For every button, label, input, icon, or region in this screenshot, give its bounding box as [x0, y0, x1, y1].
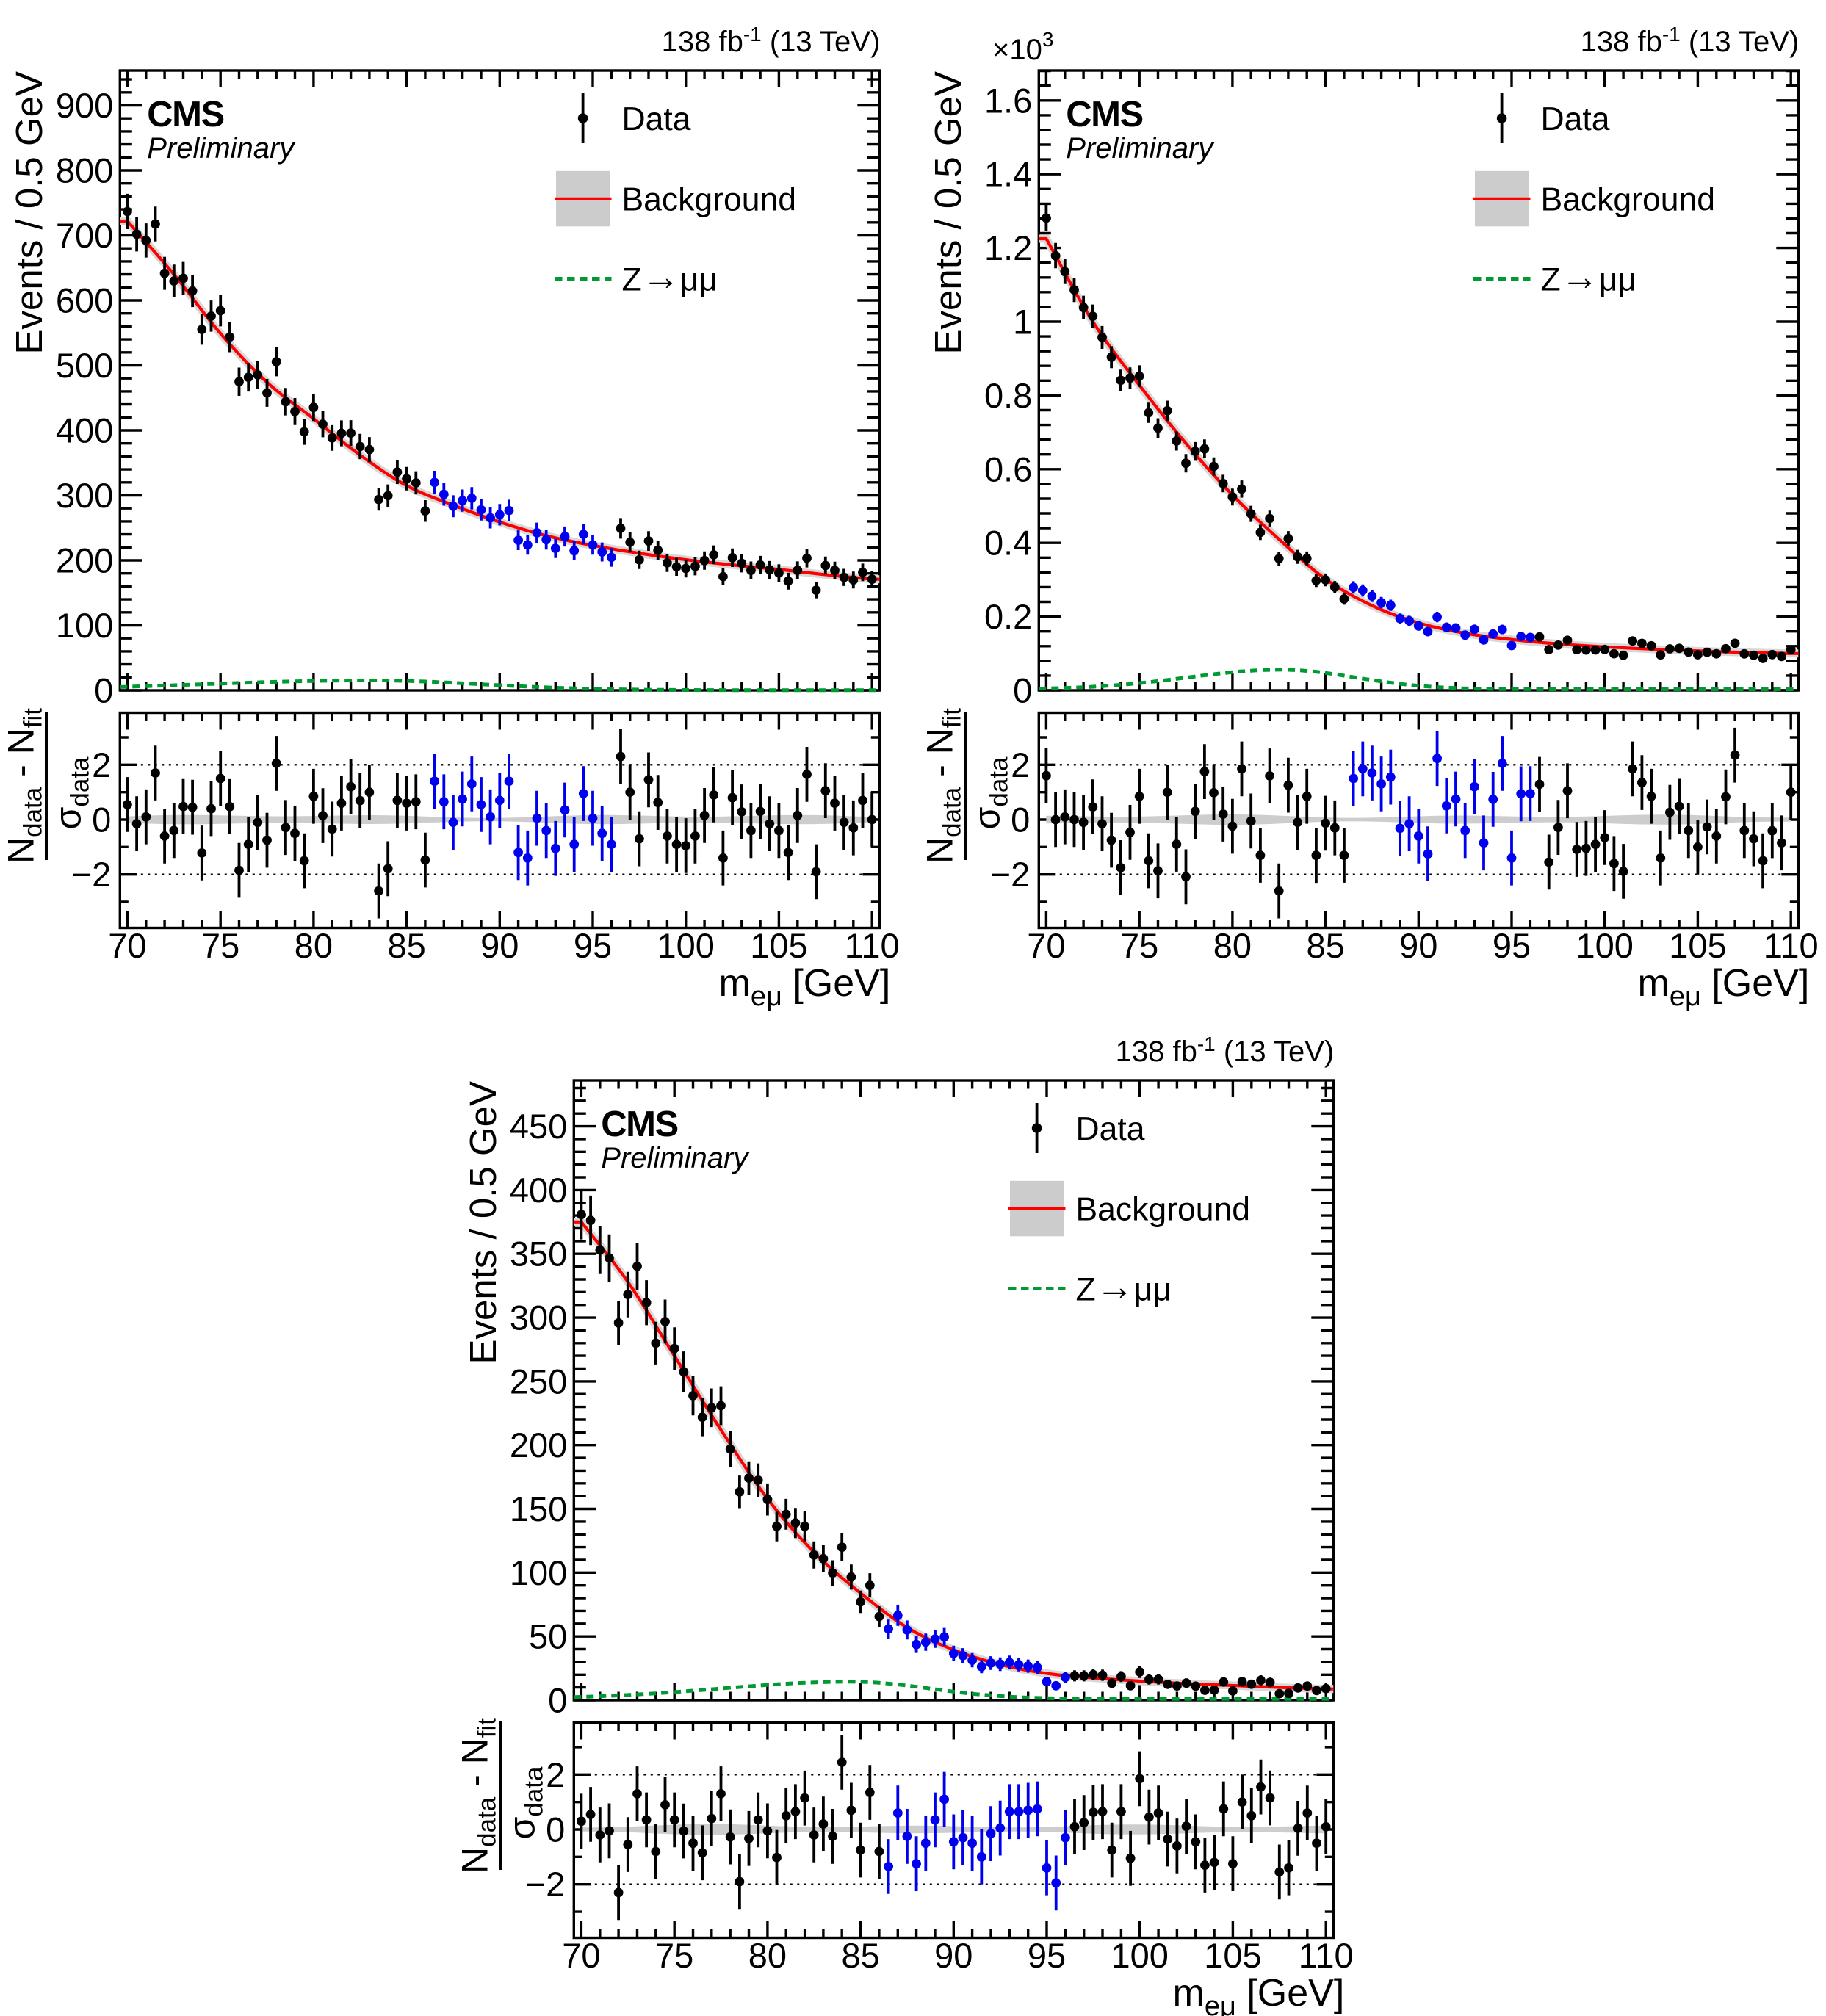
svg-text:70: 70 — [562, 1936, 600, 1975]
svg-text:90: 90 — [934, 1936, 972, 1975]
svg-text:95: 95 — [1493, 926, 1531, 965]
svg-text:100: 100 — [1111, 1936, 1168, 1975]
svg-text:Events / 0.5 GeV: Events / 0.5 GeV — [8, 71, 50, 355]
svg-text:0: 0 — [1013, 671, 1032, 710]
svg-text:800: 800 — [56, 151, 113, 190]
svg-text:Data: Data — [1076, 1111, 1145, 1147]
svg-text:0.2: 0.2 — [984, 597, 1032, 636]
svg-text:75: 75 — [655, 1936, 693, 1975]
svg-text:0: 0 — [94, 671, 113, 710]
svg-text:−2: −2 — [526, 1865, 566, 1904]
svg-text:75: 75 — [201, 926, 239, 965]
svg-text:85: 85 — [387, 926, 425, 965]
svg-text:100: 100 — [657, 926, 714, 965]
svg-text:75: 75 — [1120, 926, 1158, 965]
svg-text:110: 110 — [1299, 1936, 1354, 1975]
svg-text:0.4: 0.4 — [984, 524, 1032, 563]
svg-text:Events / 0.5 GeV: Events / 0.5 GeV — [927, 71, 969, 355]
svg-text:Z→μμ: Z→μμ — [1076, 1266, 1172, 1309]
svg-text:meμ [GeV]: meμ [GeV] — [719, 962, 891, 1012]
svg-text:CMS: CMS — [601, 1105, 677, 1144]
svg-text:900: 900 — [56, 86, 113, 125]
svg-text:600: 600 — [56, 281, 113, 320]
svg-text:138 fb-1 (13 TeV): 138 fb-1 (13 TeV) — [1581, 23, 1800, 58]
svg-text:110: 110 — [1764, 926, 1819, 965]
svg-text:100: 100 — [56, 606, 113, 645]
svg-text:Background: Background — [622, 182, 797, 218]
svg-text:300: 300 — [510, 1298, 567, 1337]
svg-text:80: 80 — [748, 1936, 787, 1975]
svg-text:Z→μμ: Z→μμ — [1541, 256, 1636, 299]
svg-text:Z→μμ: Z→μμ — [622, 256, 718, 299]
svg-text:1: 1 — [1013, 303, 1032, 342]
svg-text:0.6: 0.6 — [984, 449, 1032, 488]
svg-text:Ndata - Nfit: Ndata - Nfit — [920, 708, 967, 864]
svg-text:70: 70 — [1027, 926, 1065, 965]
svg-text:Preliminary: Preliminary — [1066, 132, 1215, 165]
svg-text:138 fb-1 (13 TeV): 138 fb-1 (13 TeV) — [662, 23, 881, 58]
svg-text:105: 105 — [750, 926, 807, 965]
svg-text:400: 400 — [56, 411, 113, 450]
svg-text:105: 105 — [1204, 1936, 1261, 1975]
svg-text:700: 700 — [56, 216, 113, 255]
svg-text:meμ [GeV]: meμ [GeV] — [1173, 1972, 1345, 2016]
svg-text:95: 95 — [1028, 1936, 1066, 1975]
svg-text:CMS: CMS — [1066, 95, 1142, 134]
svg-text:Background: Background — [1541, 182, 1716, 218]
svg-text:Preliminary: Preliminary — [601, 1142, 750, 1174]
svg-text:80: 80 — [1213, 926, 1252, 965]
svg-text:90: 90 — [480, 926, 519, 965]
svg-text:85: 85 — [1306, 926, 1344, 965]
svg-text:80: 80 — [295, 926, 333, 965]
svg-text:250: 250 — [510, 1362, 567, 1401]
svg-text:0.8: 0.8 — [984, 376, 1032, 415]
svg-text:200: 200 — [56, 541, 113, 580]
svg-text:0: 0 — [546, 1810, 565, 1849]
svg-text:90: 90 — [1399, 926, 1437, 965]
svg-text:Background: Background — [1076, 1192, 1251, 1228]
svg-text:50: 50 — [529, 1617, 567, 1656]
svg-text:95: 95 — [574, 926, 612, 965]
svg-text:70: 70 — [108, 926, 146, 965]
svg-text:300: 300 — [56, 476, 113, 515]
svg-text:110: 110 — [845, 926, 900, 965]
svg-text:2: 2 — [92, 745, 111, 784]
svg-text:Preliminary: Preliminary — [147, 132, 296, 165]
svg-text:0: 0 — [1011, 801, 1030, 839]
svg-text:500: 500 — [56, 346, 113, 385]
svg-text:1.4: 1.4 — [984, 155, 1032, 194]
svg-text:Ndata - Nfit: Ndata - Nfit — [455, 1718, 502, 1874]
svg-text:100: 100 — [510, 1553, 567, 1592]
svg-text:350: 350 — [510, 1235, 567, 1273]
svg-text:Ndata - Nfit: Ndata - Nfit — [1, 708, 48, 864]
svg-text:CMS: CMS — [147, 95, 223, 134]
svg-text:450: 450 — [510, 1107, 567, 1146]
svg-text:2: 2 — [546, 1755, 565, 1794]
svg-text:85: 85 — [841, 1936, 879, 1975]
svg-text:100: 100 — [1576, 926, 1633, 965]
svg-text:1.2: 1.2 — [984, 228, 1032, 267]
svg-text:2: 2 — [1011, 745, 1030, 784]
svg-text:105: 105 — [1669, 926, 1726, 965]
svg-text:0: 0 — [92, 801, 111, 839]
svg-text:meμ [GeV]: meμ [GeV] — [1638, 962, 1810, 1012]
svg-text:0: 0 — [548, 1681, 567, 1720]
svg-text:200: 200 — [510, 1426, 567, 1464]
svg-text:1.6: 1.6 — [984, 81, 1032, 120]
svg-text:Data: Data — [1541, 101, 1610, 137]
svg-text:−2: −2 — [991, 855, 1031, 894]
svg-text:150: 150 — [510, 1489, 567, 1528]
svg-text:Data: Data — [622, 101, 691, 137]
svg-text:138 fb-1 (13 TeV): 138 fb-1 (13 TeV) — [1116, 1033, 1335, 1068]
svg-text:−2: −2 — [72, 855, 112, 894]
svg-text:400: 400 — [510, 1171, 567, 1210]
svg-text:Events / 0.5 GeV: Events / 0.5 GeV — [462, 1081, 504, 1365]
